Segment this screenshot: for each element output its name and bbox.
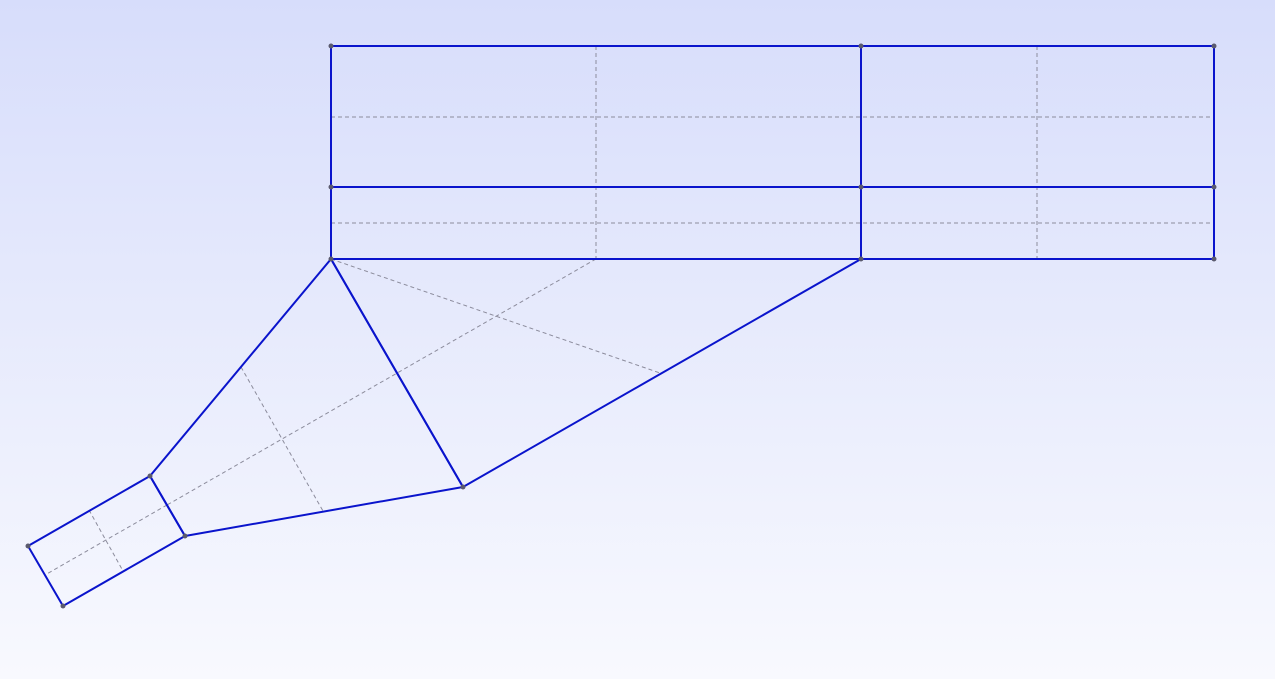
vertex-dot-icon[interactable]	[147, 473, 153, 479]
vertex-dot-icon[interactable]	[460, 484, 466, 490]
vertex-markers	[25, 43, 1217, 609]
subdivision-line	[44, 504, 168, 576]
vertex-dot-icon[interactable]	[1211, 43, 1217, 49]
vertex-dot-icon[interactable]	[328, 256, 334, 262]
subdivision-line	[88, 509, 124, 572]
vertex-dot-icon[interactable]	[858, 43, 864, 49]
subdivision-line	[166, 258, 597, 506]
vertex-dot-icon[interactable]	[182, 533, 188, 539]
block-bottom-right	[860, 186, 1215, 260]
vertex-dot-icon[interactable]	[1211, 256, 1217, 262]
vertex-dot-icon[interactable]	[25, 543, 31, 549]
vertex-dot-icon[interactable]	[858, 184, 864, 190]
vertex-dot-icon[interactable]	[328, 184, 334, 190]
vertex-dot-icon[interactable]	[858, 256, 864, 262]
vertex-dot-icon[interactable]	[328, 43, 334, 49]
subdivision-line	[330, 258, 661, 374]
subdivision-lines	[44, 46, 1214, 576]
vertex-dot-icon[interactable]	[1211, 184, 1217, 190]
vertex-dot-icon[interactable]	[60, 603, 66, 609]
